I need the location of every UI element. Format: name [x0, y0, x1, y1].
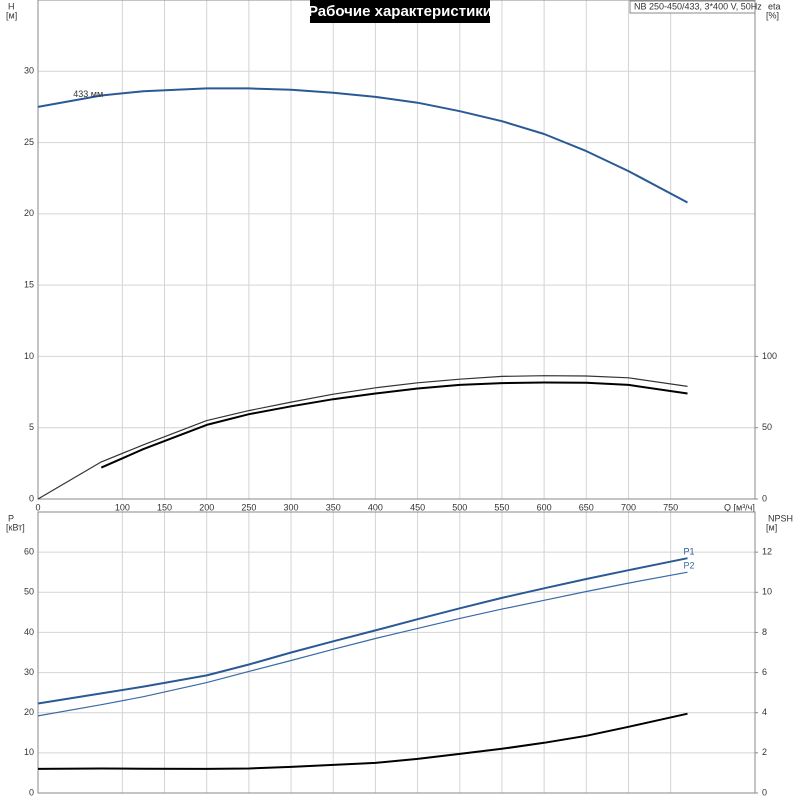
x-tick-label: 0	[35, 502, 40, 512]
y-tick-label: 15	[24, 280, 34, 290]
x-tick-label: 500	[452, 502, 467, 512]
y2-tick-label: 0	[762, 787, 767, 797]
series-line	[37, 375, 688, 500]
title-box	[310, 0, 490, 23]
series-line	[37, 571, 688, 717]
annotation-box	[629, 0, 756, 14]
y-tick-label: 40	[24, 627, 34, 637]
y-tick-label: 50	[24, 587, 34, 597]
series-label: P1	[684, 547, 695, 557]
y2-tick-label: 50	[762, 422, 772, 432]
x-tick-label: 550	[494, 502, 509, 512]
y-axis-label: P	[8, 513, 14, 523]
x-tick-label: 650	[579, 502, 594, 512]
plot-frame	[37, 0, 756, 500]
x-tick-label: 400	[368, 502, 383, 512]
x-tick-label: 150	[157, 502, 172, 512]
y-tick-label: 20	[24, 707, 34, 717]
x-tick-label: 350	[326, 502, 341, 512]
y2-axis-unit: [%]	[766, 10, 779, 20]
plot-frame	[37, 511, 756, 794]
x-tick-label: 450	[410, 502, 425, 512]
y2-tick-label: 12	[762, 547, 772, 557]
y2-tick-label: 2	[762, 747, 767, 757]
x-tick-label: 300	[284, 502, 299, 512]
y-axis-unit: [м]	[6, 10, 17, 20]
x-tick-label: 100	[115, 502, 130, 512]
y2-axis-label: eta	[768, 1, 781, 11]
y-axis-label: H	[8, 1, 15, 11]
y-axis-unit: [кВт]	[6, 522, 25, 532]
y-tick-label: 10	[24, 747, 34, 757]
y-tick-label: 10	[24, 351, 34, 361]
x-tick-label: 750	[663, 502, 678, 512]
series-line	[37, 87, 688, 204]
y2-tick-label: 10	[762, 587, 772, 597]
y2-tick-label: 6	[762, 667, 767, 677]
y2-tick-label: 100	[762, 351, 777, 361]
series-line	[100, 381, 688, 469]
y2-axis-label: NPSH	[768, 513, 793, 523]
x-tick-label: 200	[199, 502, 214, 512]
y-tick-label: 0	[29, 787, 34, 797]
y-tick-label: 25	[24, 137, 34, 147]
y2-axis-unit: [м]	[766, 522, 777, 532]
y2-tick-label: 4	[762, 707, 767, 717]
y-tick-label: 0	[29, 493, 34, 503]
series-line	[37, 557, 688, 705]
series-label: P2	[684, 561, 695, 571]
y-tick-label: 5	[29, 422, 34, 432]
series-label: 433 мм	[73, 89, 103, 99]
x-axis-label: Q [м³/ч]	[724, 502, 755, 512]
y-tick-label: 60	[24, 547, 34, 557]
y-tick-label: 30	[24, 667, 34, 677]
y2-tick-label: 8	[762, 627, 767, 637]
series-line	[37, 712, 688, 770]
x-tick-label: 250	[241, 502, 256, 512]
y2-tick-label: 0	[762, 493, 767, 503]
chart-title: Рабочие характеристики	[308, 3, 492, 20]
y-tick-label: 30	[24, 66, 34, 76]
y-tick-label: 20	[24, 208, 34, 218]
x-tick-label: 600	[537, 502, 552, 512]
x-tick-label: 700	[621, 502, 636, 512]
annotation: NB 250-450/433, 3*400 V, 50Hz	[634, 1, 762, 11]
